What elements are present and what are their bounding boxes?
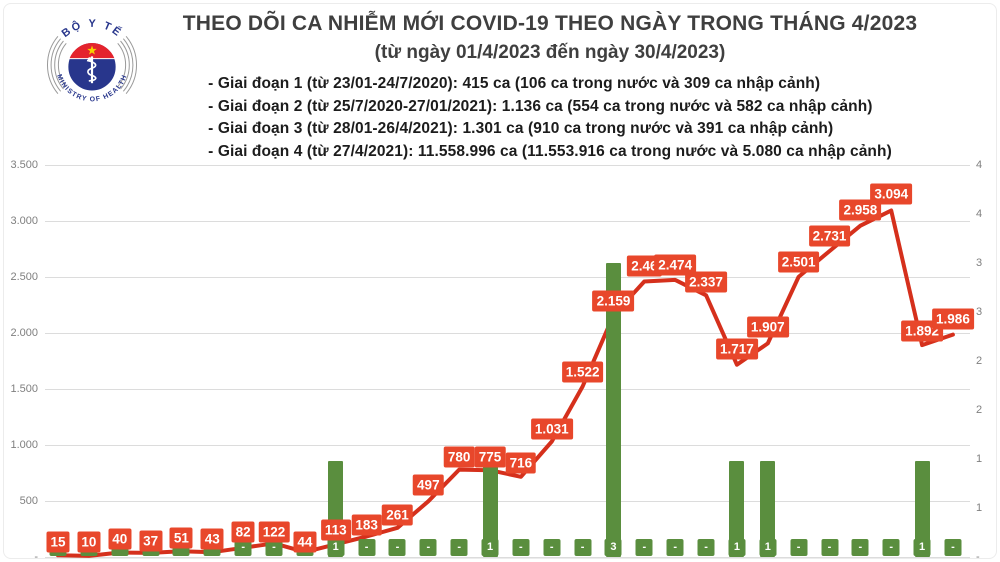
bar-value-label: - xyxy=(851,539,869,556)
bar-value-label: 1 xyxy=(327,539,345,556)
gridline xyxy=(45,557,970,558)
case-count-label: 2.337 xyxy=(685,271,727,293)
case-count-label: 261 xyxy=(382,504,413,526)
case-count-label: 113 xyxy=(320,519,351,541)
bar-value-label: 1 xyxy=(913,539,931,556)
bar-value-label: - xyxy=(388,539,406,556)
y-axis-tick-left: - xyxy=(34,551,38,562)
case-count-label: 1.031 xyxy=(530,418,573,440)
bar-value-label: - xyxy=(635,539,653,556)
bar-value-label: 1 xyxy=(759,539,777,556)
page-subtitle: (từ ngày 01/4/2023 đến ngày 30/4/2023) xyxy=(374,42,726,63)
phase-1-note: - Giai đoạn 1 (từ 23/01-24/7/2020): 415 … xyxy=(208,75,821,92)
bar-value-label: - xyxy=(697,539,715,556)
case-count-label: 183 xyxy=(351,514,382,536)
case-count-label: 1.986 xyxy=(932,308,974,330)
case-count-label: 37 xyxy=(139,530,163,552)
bar-value-label: - xyxy=(543,539,561,556)
y-axis-tick-left: 1.500 xyxy=(10,383,38,395)
y-axis-tick-right: 4 xyxy=(976,159,983,171)
bar-value-label: - xyxy=(882,539,900,556)
bar-value-label: - xyxy=(512,539,530,556)
bar-value-label: - xyxy=(944,539,962,556)
y-axis-tick-left: 500 xyxy=(19,495,38,507)
phase-notes: - Giai đoạn 1 (từ 23/01-24/7/2020): 415 … xyxy=(100,73,1000,163)
phase-notes-block: - Giai đoạn 1 (từ 23/01-24/7/2020): 415 … xyxy=(208,73,892,163)
deaths-bar xyxy=(914,461,930,557)
bar-value-label: 1 xyxy=(728,539,746,556)
moh-logo: BỘ Y TẾ MINISTRY OF HEALTH xyxy=(42,13,142,117)
case-count-label: 44 xyxy=(293,531,317,553)
case-count-label: 2.46 xyxy=(627,255,662,277)
gridline xyxy=(45,165,970,166)
bar-value-label: - xyxy=(574,539,592,556)
y-axis-tick-right: 3 xyxy=(976,257,983,269)
bar-value-label: - xyxy=(666,539,684,556)
gridline xyxy=(45,501,970,502)
bar-value-label: - xyxy=(790,539,808,556)
phase-4-note: - Giai đoạn 4 (từ 27/4/2021): 11.558.996… xyxy=(208,142,892,160)
case-count-label: 2.501 xyxy=(777,251,820,273)
y-axis-tick-left: 2.500 xyxy=(10,271,38,283)
case-count-label: 1.522 xyxy=(561,361,604,383)
y-axis-tick-left: 2.000 xyxy=(10,327,38,339)
case-count-label: 1.907 xyxy=(746,316,789,338)
y-axis-tick-right: 2 xyxy=(976,355,983,367)
bar-value-label: - xyxy=(821,539,838,556)
header: THEO DÕI CA NHIỄM MỚI COVID-19 THEO NGÀY… xyxy=(100,12,1000,163)
case-count-label: 775 xyxy=(474,446,506,468)
y-axis-tick-right: 3 xyxy=(976,306,983,318)
y-axis-tick-left: 3.500 xyxy=(10,159,38,171)
case-count-label: 497 xyxy=(413,474,444,496)
gridline xyxy=(45,445,970,446)
case-count-label: 40 xyxy=(108,528,132,550)
deaths-bar xyxy=(605,263,621,557)
bar-value-label: - xyxy=(419,539,437,556)
y-axis-tick-right: 1 xyxy=(976,453,983,465)
moh-logo-svg: BỘ Y TẾ MINISTRY OF HEALTH xyxy=(46,18,138,103)
case-count-label: 51 xyxy=(169,527,193,549)
case-count-label: 780 xyxy=(443,446,475,468)
case-count-label: 716 xyxy=(505,452,537,474)
case-count-label: 1.717 xyxy=(716,338,758,360)
deaths-bar xyxy=(482,461,498,557)
y-axis-tick-left: 1.000 xyxy=(10,439,38,451)
y-axis-tick-left: 3.000 xyxy=(10,215,38,227)
bar-value-label: 3 xyxy=(604,539,622,556)
y-axis-tick-right: 1 xyxy=(976,502,983,514)
logo-ray-arcs xyxy=(46,36,138,94)
y-axis-tick-right: 2 xyxy=(976,404,983,416)
gridline xyxy=(45,277,970,278)
phase-2-note: - Giai đoạn 2 (từ 25/7/2020-27/01/2021):… xyxy=(208,97,873,115)
bar-value-label: - xyxy=(358,539,376,556)
deaths-bar xyxy=(729,461,745,557)
bar-value-label: - xyxy=(265,539,283,556)
case-count-label: 2.731 xyxy=(808,225,851,247)
case-count-label: 43 xyxy=(200,528,224,550)
phase-3-note: - Giai đoạn 3 (từ 28/01-26/4/2021): 1.30… xyxy=(208,120,834,137)
case-count-label: 82 xyxy=(231,521,255,543)
bar-value-label: - xyxy=(450,539,468,556)
case-count-label: 10 xyxy=(77,531,101,553)
page-title: THEO DÕI CA NHIỄM MỚI COVID-19 THEO NGÀY… xyxy=(182,12,918,35)
deaths-bar xyxy=(760,461,776,557)
gridline xyxy=(45,389,970,390)
case-count-label: 3.094 xyxy=(870,183,913,205)
y-axis-tick-right: - xyxy=(976,551,980,562)
case-count-label: 2.474 xyxy=(654,254,697,276)
star-icon xyxy=(87,45,97,55)
gridline xyxy=(45,333,970,334)
case-count-label: 2.159 xyxy=(592,290,635,312)
gridline xyxy=(45,221,970,222)
case-count-label: 122 xyxy=(258,521,290,543)
bar-value-label: - xyxy=(234,539,252,556)
case-count-label: 15 xyxy=(46,531,70,553)
bar-value-label: 1 xyxy=(481,539,499,556)
case-count-label: 2.958 xyxy=(839,199,882,221)
y-axis-tick-right: 4 xyxy=(976,208,983,220)
caduceus-icon xyxy=(86,56,97,84)
